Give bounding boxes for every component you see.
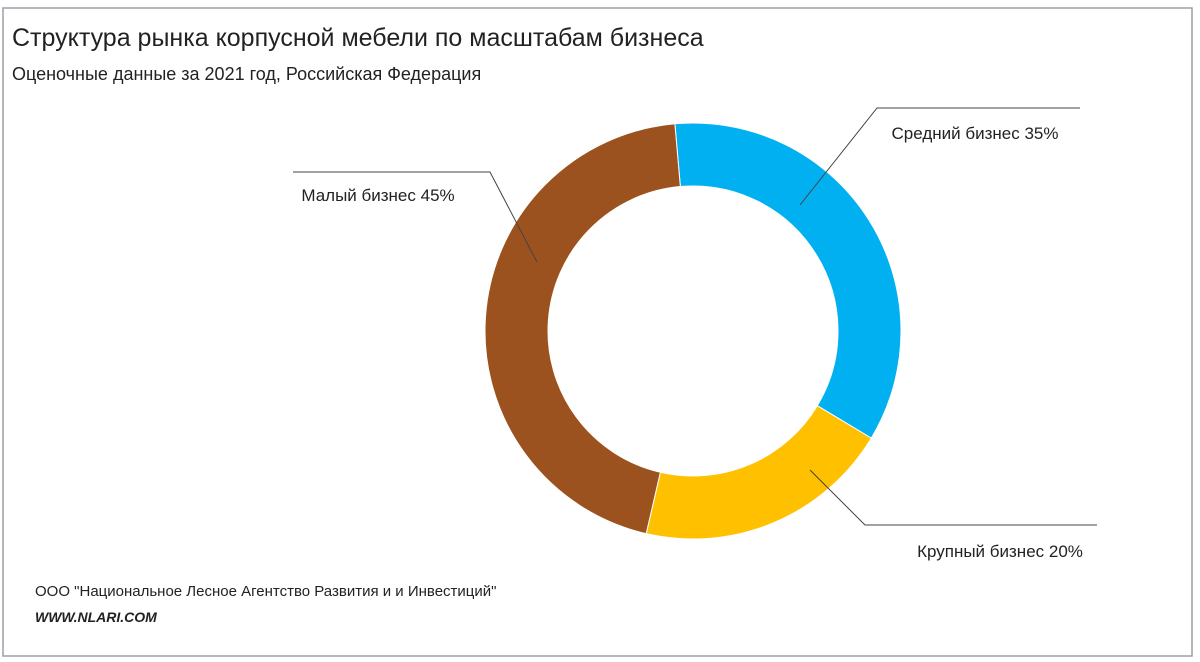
website: WWW.NLARI.COM xyxy=(35,609,157,625)
category-label: Малый бизнес xyxy=(301,186,416,205)
slice-label: Малый бизнес 45% xyxy=(301,186,454,205)
category-label: Средний бизнес xyxy=(892,124,1021,143)
chart-title: Структура рынка корпусной мебели по масш… xyxy=(12,24,704,52)
leader-line xyxy=(293,171,538,263)
donut xyxy=(484,122,902,540)
value-label: 35% xyxy=(1024,124,1058,143)
category-label: Крупный бизнес xyxy=(917,542,1045,561)
slice xyxy=(484,123,681,535)
leader-line xyxy=(809,469,1097,526)
slice xyxy=(674,122,902,439)
slice-label: Средний бизнес 35% xyxy=(892,124,1059,143)
frame xyxy=(2,7,1193,657)
value-label: 20% xyxy=(1049,542,1083,561)
leader-line xyxy=(799,107,1080,206)
slice-label: Крупный бизнес 20% xyxy=(917,542,1083,561)
chart-subtitle: Оценочные данные за 2021 год, Российская… xyxy=(12,64,481,84)
source: ООО "Национальное Лесное Агентство Разви… xyxy=(35,583,496,600)
value-label: 45% xyxy=(421,186,455,205)
